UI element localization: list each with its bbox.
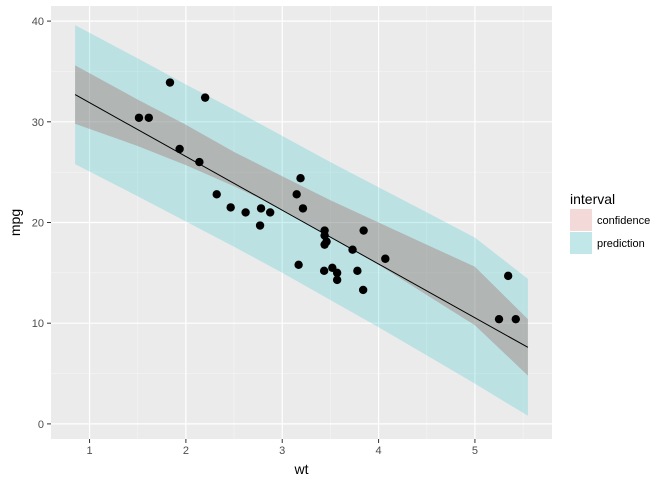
major-gridlines: [51, 6, 552, 439]
data-points: [134, 78, 520, 324]
y-axis-ticks: 0 10 20 30 40: [32, 16, 51, 431]
data-point: [292, 190, 301, 199]
y-axis-title: mpg: [7, 209, 23, 236]
data-point: [348, 245, 357, 254]
data-point: [320, 226, 329, 235]
data-point: [381, 254, 390, 263]
x-tick-label: 4: [376, 445, 382, 457]
legend-key-prediction: [570, 232, 592, 254]
data-point: [298, 204, 308, 213]
y-tick-label: 20: [32, 218, 44, 230]
data-point: [358, 285, 368, 295]
fit-line-group: [74, 94, 529, 348]
confidence-band-shade: [75, 65, 528, 376]
x-tick-label: 3: [279, 445, 285, 457]
legend-label-prediction: prediction: [597, 238, 645, 250]
data-point: [256, 204, 266, 213]
legend-title: interval: [570, 191, 615, 207]
data-point: [165, 78, 175, 87]
x-axis-ticks: 1 2 3 4 5: [86, 439, 478, 457]
x-tick-label: 5: [472, 445, 478, 457]
data-point: [212, 190, 221, 199]
fit-line: [74, 94, 529, 348]
data-point: [332, 268, 342, 278]
confidence-band: [75, 65, 528, 376]
data-point: [241, 208, 250, 217]
data-point: [332, 275, 342, 285]
data-point: [494, 314, 504, 324]
data-point: [294, 260, 303, 269]
data-point: [200, 93, 210, 102]
legend: interval confidence prediction: [570, 191, 650, 254]
y-tick-label: 10: [32, 318, 44, 330]
x-axis-title: wt: [294, 461, 309, 477]
data-point: [255, 221, 265, 230]
y-tick-label: 30: [32, 117, 44, 129]
y-tick-label: 0: [38, 419, 44, 431]
data-point: [503, 271, 513, 281]
data-point: [511, 314, 520, 324]
x-tick-label: 1: [86, 445, 92, 457]
legend-key-bg: [570, 232, 592, 254]
data-point: [195, 157, 204, 167]
data-point: [359, 226, 368, 235]
data-point: [134, 113, 144, 122]
data-point: [265, 208, 275, 217]
data-point: [319, 266, 329, 276]
data-point: [175, 144, 184, 154]
legend-key-bg: [570, 209, 592, 231]
data-point: [144, 113, 153, 122]
data-point: [296, 173, 305, 183]
data-point: [226, 203, 235, 212]
data-point: [320, 240, 329, 249]
data-point: [353, 266, 362, 276]
y-tick-label: 40: [32, 16, 44, 28]
legend-label-confidence: confidence: [597, 215, 650, 227]
x-tick-label: 2: [183, 445, 189, 457]
legend-items: confidence prediction: [570, 209, 650, 254]
legend-key-confidence: [570, 209, 592, 231]
